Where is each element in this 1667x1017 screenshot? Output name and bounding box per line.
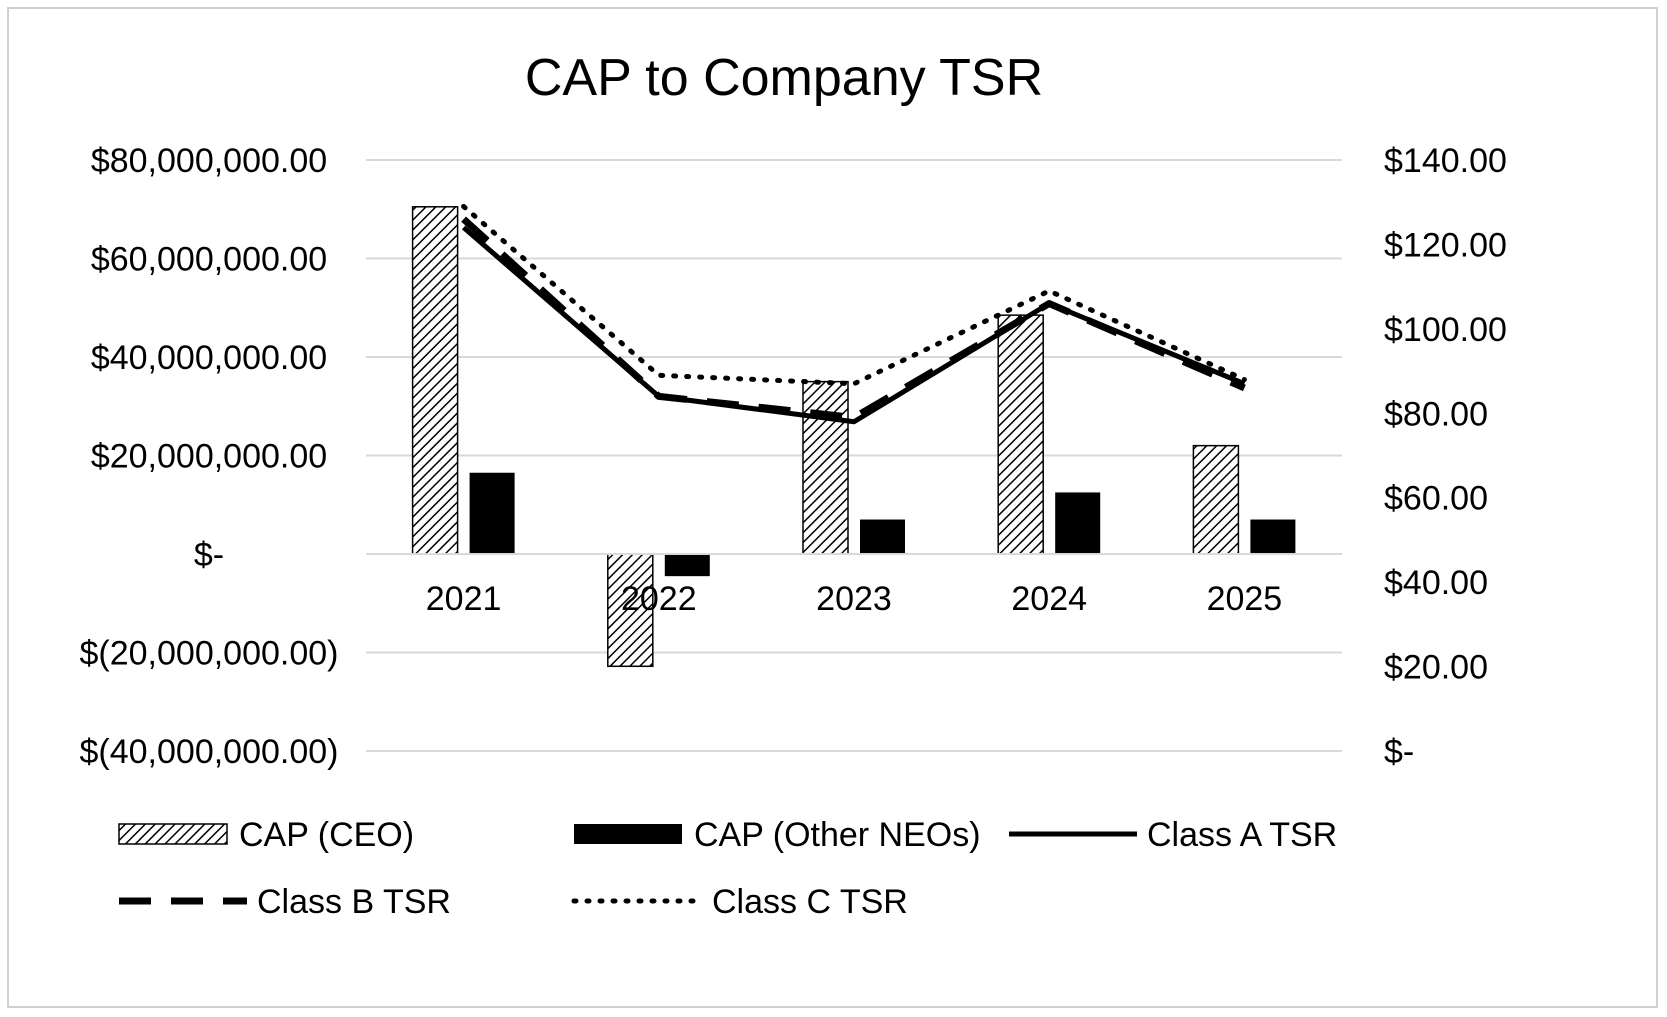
left-axis-tick-label: $20,000,000.00	[91, 438, 327, 476]
right-axis-tick-label: $-	[1384, 733, 1414, 771]
legend-label-class-c-tsr: Class C TSR	[712, 883, 908, 921]
right-axis-ticks: $140.00 $120.00 $100.00 $80.00 $60.00 $40.00 $…	[1384, 142, 1507, 771]
right-axis-tick-label: $20.00	[1384, 649, 1488, 687]
bar-cap-other-neos--2025	[1250, 519, 1296, 554]
bar-cap-ceo--2021	[411, 206, 459, 555]
line-class-b-tsr	[461, 216, 1246, 422]
bars	[366, 206, 1342, 668]
left-axis-ticks: $80,000,000.00 $60,000,000.00 $40,000,000.…	[80, 142, 339, 771]
category-label: 2022	[621, 580, 697, 618]
category-label: 2025	[1207, 580, 1283, 618]
bar-cap-ceo--2024	[997, 314, 1044, 555]
legend-label-class-a-tsr: Class A TSR	[1147, 816, 1337, 854]
chart-frame: $80,000,000.00 $60,000,000.00 $40,000,000.…	[7, 7, 1658, 1008]
line-class-c-tsr	[461, 203, 1247, 387]
right-axis-tick-label: $140.00	[1384, 142, 1507, 180]
right-axis-tick-label: $60.00	[1384, 480, 1488, 518]
bar-cap-ceo--2023	[802, 380, 849, 555]
legend-label-class-b-tsr: Class B TSR	[257, 883, 451, 921]
legend-swatch-cap-other-neos-	[574, 824, 682, 844]
legend-swatch-cap-ceo-	[118, 823, 228, 845]
category-labels: 2021 2022 2023 2024 2025	[426, 580, 1282, 618]
bar-cap-ceo--2022	[607, 553, 654, 668]
right-axis-tick-label: $80.00	[1384, 395, 1488, 433]
category-label: 2023	[816, 580, 892, 618]
right-axis-tick-label: $100.00	[1384, 311, 1507, 349]
bar-cap-other-neos--2021	[469, 472, 515, 554]
left-axis-tick-label: $60,000,000.00	[91, 241, 327, 279]
category-label: 2024	[1011, 580, 1087, 618]
right-axis-tick-label: $120.00	[1384, 226, 1507, 264]
bar-cap-other-neos--2022	[664, 554, 710, 577]
legend: CAP (CEO) CAP (Other NEOs) Class A TSR Clas…	[118, 816, 1337, 921]
left-axis-tick-label: $(40,000,000.00)	[80, 733, 339, 771]
left-axis-tick-label: $-	[194, 536, 224, 574]
category-label: 2021	[426, 580, 502, 618]
left-axis-tick-label: $40,000,000.00	[91, 339, 327, 377]
chart-svg: $80,000,000.00 $60,000,000.00 $40,000,000.…	[80, 49, 1507, 921]
legend-label-cap-other-neos-: CAP (Other NEOs)	[694, 816, 981, 854]
legend-label-cap-ceo-: CAP (CEO)	[239, 816, 414, 854]
left-axis-tick-label: $(20,000,000.00)	[80, 635, 339, 673]
chart-title: CAP to Company TSR	[525, 49, 1043, 107]
left-axis-tick-label: $80,000,000.00	[91, 142, 327, 180]
bar-cap-ceo--2025	[1192, 444, 1240, 555]
right-axis-tick-label: $40.00	[1384, 564, 1488, 602]
bar-cap-other-neos--2024	[1055, 492, 1101, 554]
bar-cap-other-neos--2023	[860, 519, 905, 554]
tsr-lines	[461, 203, 1247, 425]
